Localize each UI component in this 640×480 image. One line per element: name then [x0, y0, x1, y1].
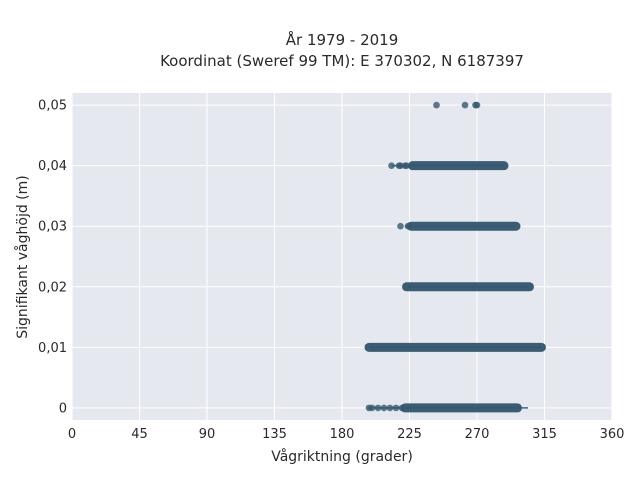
- x-tick-label: 45: [131, 427, 148, 442]
- x-axis-label: Vågriktning (grader): [271, 448, 413, 465]
- y-axis-label: Signifikant våghöjd (m): [14, 175, 31, 338]
- data-point: [386, 404, 394, 412]
- data-point: [461, 101, 469, 109]
- data-point: [397, 222, 404, 230]
- data-point: [404, 222, 412, 230]
- x-tick-label: 315: [532, 427, 557, 442]
- x-tick-label: 360: [600, 427, 625, 442]
- data-points: [364, 101, 546, 413]
- data-point: [392, 404, 400, 412]
- data-point: [473, 101, 481, 109]
- y-tick-label: 0,03: [38, 220, 67, 235]
- y-tick-label: 0,05: [38, 99, 67, 114]
- data-point: [374, 404, 382, 412]
- y-axis-ticks: 0 0,01 0,02 0,03 0,04 0,05: [38, 99, 67, 417]
- data-point: [403, 162, 410, 169]
- chart-title-line-2: Koordinat (Sweref 99 TM): E 370302, N 61…: [160, 52, 524, 70]
- data-point: [380, 404, 388, 412]
- y-tick-label: 0: [59, 401, 67, 416]
- data-point: [368, 404, 376, 412]
- data-point: [433, 101, 440, 109]
- chart-title-line-1: År 1979 - 2019: [286, 30, 399, 49]
- x-tick-label: 90: [199, 427, 216, 442]
- y-tick-label: 0,02: [38, 280, 67, 295]
- x-tick-label: 135: [262, 427, 287, 442]
- data-point: [398, 404, 406, 412]
- x-tick-label: 0: [68, 427, 76, 442]
- y-tick-label: 0,01: [38, 341, 67, 356]
- y-tick-label: 0,04: [38, 159, 67, 174]
- x-axis-ticks: 0 45 90 135 180 225 270 315 360: [68, 427, 625, 442]
- x-tick-label: 270: [465, 427, 490, 442]
- x-tick-label: 225: [397, 427, 422, 442]
- x-tick-label: 180: [330, 427, 355, 442]
- data-point: [388, 162, 395, 169]
